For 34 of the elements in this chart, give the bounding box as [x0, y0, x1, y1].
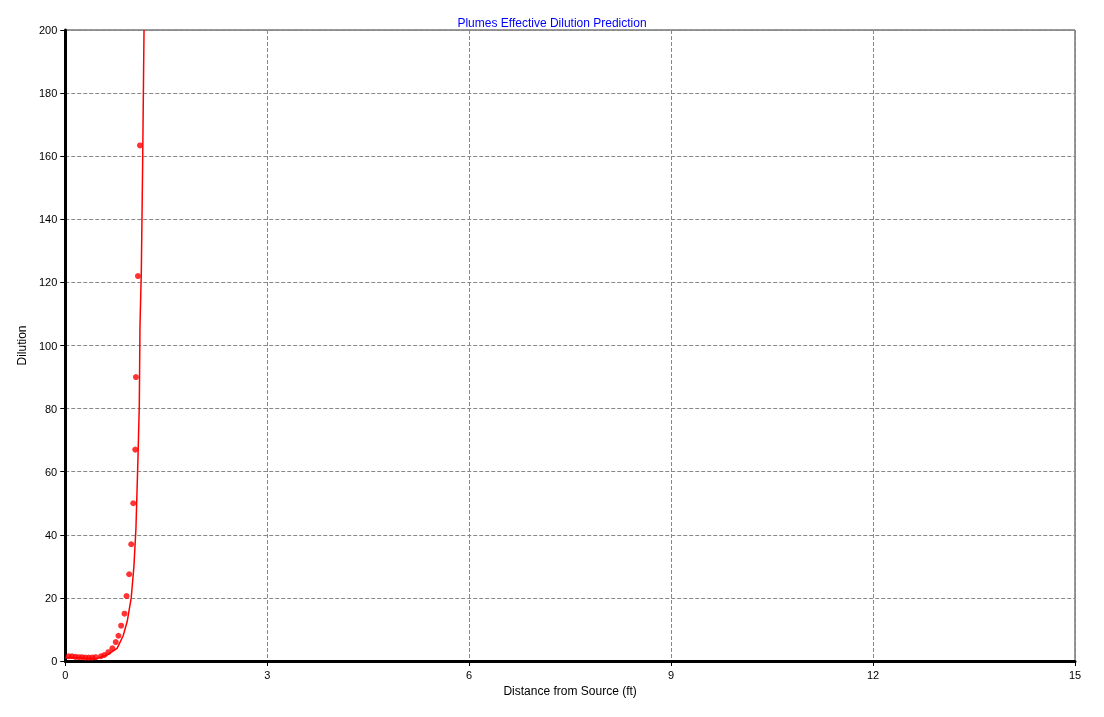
- x-tick-label: 15: [1068, 668, 1082, 681]
- x-axis-title: Distance from Source (ft): [503, 683, 637, 698]
- y-tick-label: 60: [45, 465, 58, 478]
- y-axis-title: Dilution: [15, 325, 29, 366]
- y-tick-label: 40: [45, 528, 58, 541]
- y-tick-label: 180: [38, 87, 58, 100]
- y-tick-label: 200: [38, 24, 58, 36]
- x-tick-label: 6: [466, 668, 473, 681]
- point: [136, 142, 143, 149]
- point: [132, 446, 139, 453]
- y-tick-label: 160: [38, 150, 58, 163]
- point: [123, 593, 130, 600]
- x-tick-label: 9: [668, 668, 675, 681]
- y-tick-label: 120: [38, 276, 58, 289]
- point: [128, 541, 135, 548]
- x-tick-label: 3: [264, 668, 271, 681]
- point: [132, 374, 139, 381]
- point: [118, 622, 125, 629]
- y-tick-label: 80: [45, 402, 58, 415]
- point: [115, 632, 122, 639]
- x-tick-label: 12: [866, 668, 880, 681]
- point: [105, 649, 112, 656]
- x-tick-label: 0: [62, 668, 69, 681]
- point: [112, 639, 119, 646]
- point: [130, 500, 137, 507]
- point: [101, 652, 108, 658]
- point: [109, 645, 116, 652]
- y-tick-label: 20: [45, 591, 58, 604]
- y-tick-label: 100: [38, 339, 58, 352]
- chart-title: Plumes Effective Dilution Prediction: [457, 16, 647, 30]
- y-tick-label: 0: [51, 655, 58, 667]
- y-tick-label: 140: [38, 213, 58, 226]
- point: [134, 273, 141, 280]
- point: [126, 571, 133, 578]
